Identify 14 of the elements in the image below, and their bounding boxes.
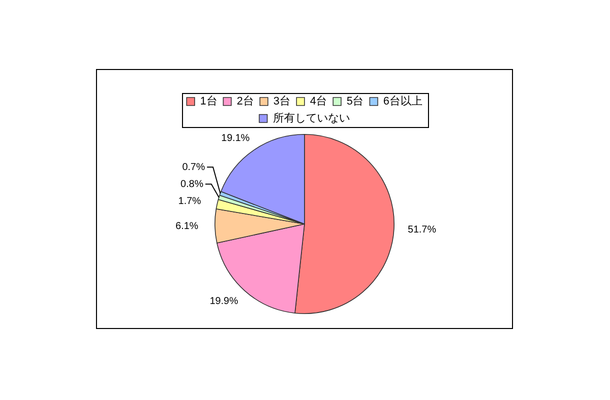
data-label: 19.9%	[210, 296, 238, 307]
legend-label: 所有していない	[272, 112, 350, 125]
data-label: 19.1%	[221, 133, 250, 144]
legend-label: 1台	[200, 94, 218, 108]
data-label: 1.7%	[178, 196, 202, 207]
data-label: 51.7%	[408, 224, 436, 236]
data-label: 0.7%	[182, 162, 206, 173]
legend-label: 4台	[310, 94, 328, 108]
legend-label: 6台以上	[383, 94, 422, 108]
data-label: 6.1%	[176, 221, 198, 232]
data-label: 0.8%	[180, 178, 204, 190]
legend-label: 5台	[346, 94, 364, 108]
legend-label: 3台	[273, 94, 291, 108]
legend-label: 2台	[236, 94, 254, 108]
